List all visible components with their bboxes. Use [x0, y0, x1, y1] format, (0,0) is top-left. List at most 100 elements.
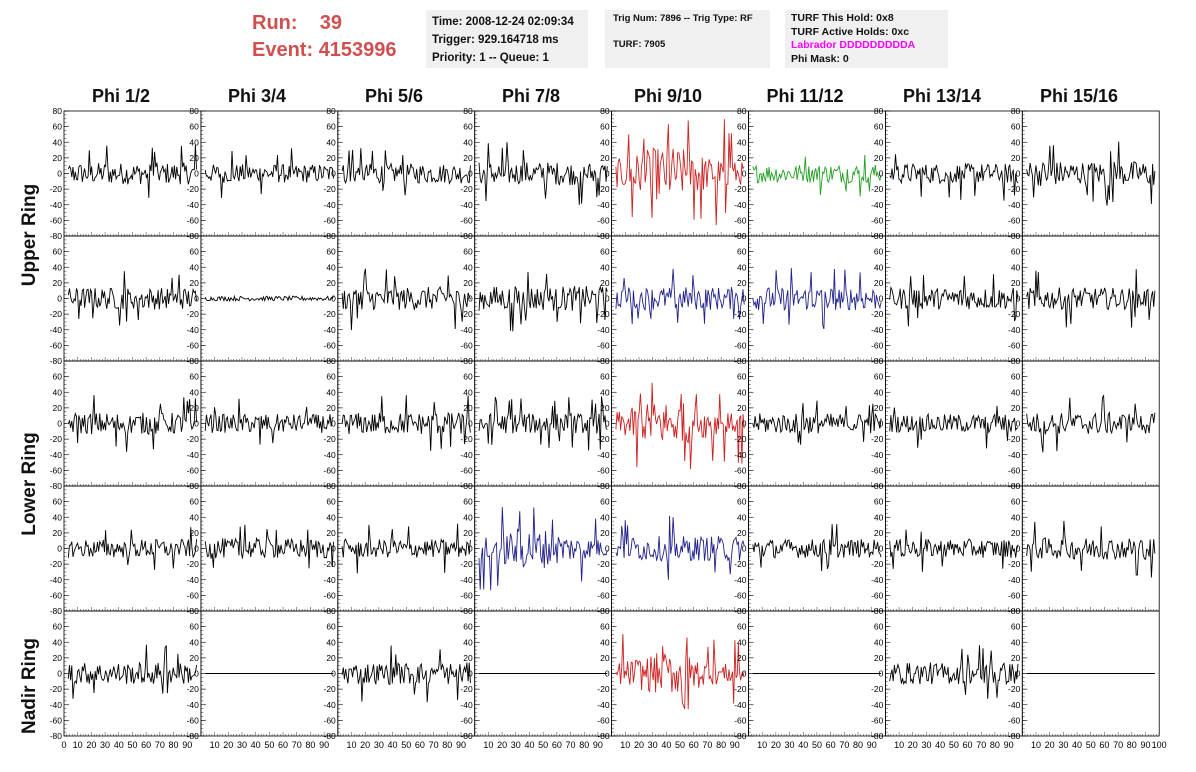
y-tick-label: 0 — [1016, 419, 1021, 429]
y-tick-label: -20 — [734, 684, 747, 694]
y-tick-label: 40 — [874, 637, 884, 647]
waveform-trace — [615, 515, 745, 580]
y-tick-label: 40 — [737, 637, 747, 647]
y-tick-label: 60 — [189, 372, 199, 382]
x-tick-label: 60 — [278, 740, 288, 750]
x-tick-label: 20 — [497, 740, 507, 750]
y-tick-label: 80 — [1011, 106, 1021, 116]
y-tick-label: -60 — [460, 465, 473, 475]
y-tick-label: -20 — [187, 684, 200, 694]
y-tick-label: 40 — [326, 512, 336, 522]
x-tick-label: 60 — [415, 740, 425, 750]
y-tick-label: -40 — [460, 200, 473, 210]
y-tick-label: 0 — [331, 294, 336, 304]
y-tick-label: 0 — [468, 544, 473, 554]
x-tick-label: 40 — [1072, 740, 1082, 750]
y-tick-label: -60 — [734, 340, 747, 350]
y-tick-label: 20 — [53, 278, 63, 288]
y-tick-label: -80 — [1008, 731, 1021, 741]
y-tick-label: -80 — [460, 731, 473, 741]
panel-frame — [200, 110, 339, 237]
x-tick-label: 30 — [785, 740, 795, 750]
y-tick-label: 80 — [600, 106, 610, 116]
y-tick-label: 60 — [600, 497, 610, 507]
y-tick-label: 60 — [1011, 122, 1021, 132]
y-tick-label: -40 — [324, 575, 337, 585]
y-tick-label: -40 — [324, 325, 337, 335]
x-tick-label: 40 — [661, 740, 671, 750]
x-tick-label: 40 — [798, 740, 808, 750]
waveform-trace — [67, 644, 198, 699]
y-tick-label: -20 — [460, 559, 473, 569]
y-tick-label: -40 — [50, 700, 63, 710]
x-tick-label: 80 — [579, 740, 589, 750]
phi-mask-text: Phi Mask: 0 — [791, 52, 849, 65]
y-tick-label: 40 — [874, 512, 884, 522]
y-tick-label: -40 — [187, 325, 200, 335]
panel-frame — [748, 485, 886, 612]
y-tick-label: 80 — [874, 106, 884, 116]
column-header: Phi 11/12 — [766, 86, 844, 106]
y-tick-label: 60 — [874, 622, 884, 632]
waveform-trace — [478, 396, 608, 451]
trig-num-text: Trig Num: 7896 -- Trig Type: RF — [613, 13, 753, 24]
run-label: Run: — [252, 12, 298, 34]
y-tick-label: 20 — [189, 528, 199, 538]
y-tick-label: 40 — [189, 637, 199, 647]
y-tick-label: 60 — [600, 622, 610, 632]
y-tick-label: -20 — [187, 309, 200, 319]
waveform-trace — [615, 119, 745, 226]
y-tick-label: -60 — [1008, 340, 1021, 350]
y-tick-label: 80 — [189, 106, 199, 116]
waveform-trace — [752, 400, 882, 445]
x-tick-label: 70 — [976, 740, 986, 750]
y-tick-label: -60 — [734, 465, 747, 475]
run-event-box: Run: 39 Event: 4153996 — [252, 10, 397, 64]
x-tick-label: 50 — [949, 740, 959, 750]
y-tick-label: 0 — [331, 669, 336, 679]
y-tick-label: 80 — [326, 106, 336, 116]
y-tick-label: -20 — [324, 184, 337, 194]
x-tick-label: 100 — [1152, 740, 1167, 750]
x-tick-label: 30 — [374, 740, 384, 750]
time-text: Time: 2008-12-24 02:09:34 — [432, 16, 574, 28]
x-tick-label: 90 — [1141, 740, 1151, 750]
y-tick-label: -20 — [734, 184, 747, 194]
y-tick-label: 0 — [194, 544, 199, 554]
panel-frame — [611, 610, 749, 737]
y-tick-label: 0 — [194, 669, 199, 679]
y-tick-label: -60 — [50, 215, 63, 225]
y-tick-label: 60 — [326, 622, 336, 632]
waveform-trace — [67, 144, 198, 198]
y-tick-label: -40 — [187, 575, 200, 585]
y-tick-label: -60 — [734, 590, 747, 600]
y-tick-label: -60 — [460, 215, 473, 225]
waveform-trace — [341, 645, 471, 703]
y-tick-label: 0 — [742, 169, 747, 179]
y-tick-label: -40 — [734, 450, 747, 460]
y-tick-label: -60 — [324, 465, 337, 475]
y-tick-label: 0 — [468, 169, 473, 179]
y-tick-label: 60 — [874, 497, 884, 507]
y-tick-label: -40 — [597, 450, 610, 460]
waveform-trace — [615, 633, 745, 710]
y-tick-label: 20 — [189, 403, 199, 413]
x-tick-label: 50 — [675, 740, 685, 750]
waveform-trace — [889, 529, 1019, 572]
y-tick-label: 60 — [326, 372, 336, 382]
y-tick-label: 60 — [874, 372, 884, 382]
y-tick-label: -40 — [324, 200, 337, 210]
y-tick-label: -60 — [1008, 465, 1021, 475]
trigger-text: Trigger: 929.164718 ms — [432, 34, 559, 46]
y-tick-label: -40 — [1008, 700, 1021, 710]
x-tick-label: 80 — [853, 740, 863, 750]
y-tick-label: 20 — [463, 153, 473, 163]
y-tick-label: 20 — [600, 653, 610, 663]
y-tick-label: -20 — [597, 309, 610, 319]
x-tick-label: 40 — [251, 740, 261, 750]
y-tick-label: 60 — [189, 122, 199, 132]
y-tick-label: 40 — [737, 387, 747, 397]
y-tick-label: -80 — [734, 731, 747, 741]
waveform-trace — [1026, 394, 1156, 453]
y-tick-label: 20 — [600, 278, 610, 288]
